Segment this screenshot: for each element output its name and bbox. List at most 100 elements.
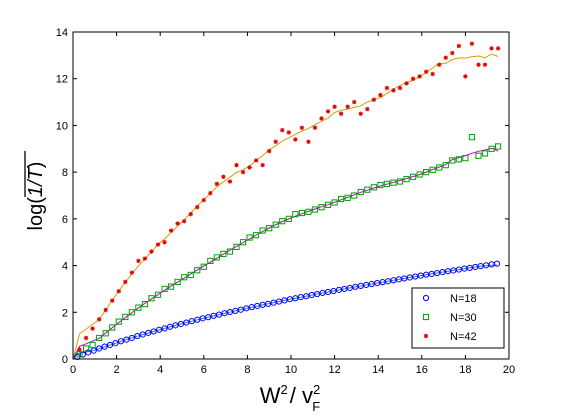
data-point-n30	[154, 291, 162, 298]
data-point-n18	[166, 323, 174, 330]
data-point-n30	[233, 243, 240, 250]
data-point-n18	[106, 341, 114, 349]
data-point-n42	[293, 137, 298, 142]
data-point-n30	[220, 250, 227, 257]
data-point-n42	[181, 218, 187, 224]
data-point-n18	[101, 343, 108, 350]
data-point-n30	[239, 239, 247, 246]
data-point-n30	[481, 150, 489, 157]
data-point-n30	[370, 184, 377, 191]
data-point-n42	[456, 43, 462, 49]
y-tick-label: 10	[56, 120, 68, 132]
svg-text:log(1/T): log(1/T)	[25, 162, 47, 231]
data-point-n30	[115, 318, 122, 325]
data-point-n30	[396, 178, 404, 185]
x-tick-label: 14	[372, 364, 384, 376]
data-point-n30	[305, 208, 312, 215]
data-point-n42	[168, 228, 174, 233]
data-point-n30	[200, 263, 207, 270]
fit-line-n18	[72, 264, 498, 360]
data-point-n42	[116, 289, 121, 294]
legend-marker-n18	[422, 294, 430, 302]
data-point-n30	[128, 309, 135, 316]
data-point-n42	[253, 158, 259, 163]
data-point-n42	[175, 221, 180, 226]
data-point-n30	[429, 166, 436, 173]
data-point-n30	[351, 192, 358, 199]
x-axis-label: W2/ v2 F	[260, 382, 320, 414]
data-point-n30	[416, 171, 423, 178]
data-point-n30	[187, 271, 194, 279]
data-point-n18	[128, 334, 135, 342]
data-point-n18	[183, 319, 190, 326]
data-point-n42	[123, 279, 128, 285]
data-point-n30	[455, 156, 462, 163]
x-tick-label: 16	[416, 364, 428, 376]
data-point-n42	[463, 74, 468, 79]
data-point-n30	[174, 278, 181, 286]
data-point-n30	[102, 330, 109, 337]
data-point-n42	[332, 104, 337, 109]
data-point-n42	[110, 298, 115, 303]
legend-label-n42: N=42	[450, 331, 477, 343]
data-point-n42	[267, 148, 272, 154]
data-point-n30	[462, 155, 469, 162]
data-point-n18	[194, 316, 201, 323]
data-point-n30	[168, 283, 175, 290]
data-point-n30	[311, 206, 319, 213]
data-point-n42	[430, 71, 435, 77]
data-point-n18	[134, 333, 141, 340]
data-point-n42	[286, 130, 292, 135]
fit-line-n30	[72, 147, 499, 360]
data-point-n18	[215, 311, 223, 318]
data-point-n42	[338, 111, 344, 116]
data-point-n30	[96, 334, 103, 342]
data-point-n42	[325, 109, 331, 114]
data-point-n18	[205, 314, 212, 321]
data-point-n30	[148, 295, 155, 302]
data-point-n30	[403, 176, 410, 183]
data-point-n30	[181, 274, 188, 281]
data-point-n30	[82, 345, 90, 352]
data-point-n42	[417, 74, 422, 79]
data-point-n42	[273, 139, 278, 144]
data-point-n30	[449, 157, 456, 164]
data-point-n30	[226, 248, 234, 255]
data-point-n42	[384, 85, 390, 91]
data-point-n30	[468, 134, 476, 141]
data-point-n30	[266, 225, 273, 232]
data-point-n30	[141, 301, 149, 308]
y-axis-label: log(1/T)	[24, 151, 47, 231]
x-tick-label: 2	[114, 364, 120, 376]
data-point-n42	[195, 204, 200, 210]
data-point-n42	[280, 127, 285, 133]
data-point-n42	[136, 258, 141, 264]
data-point-n42	[142, 256, 148, 261]
x-tick-label: 0	[70, 364, 76, 376]
data-point-n42	[378, 92, 383, 98]
data-point-n18	[188, 318, 195, 325]
data-point-n42	[201, 197, 206, 203]
legend-box	[411, 287, 505, 349]
y-tick-label: 12	[56, 74, 68, 86]
y-tick-label: 4	[62, 261, 68, 273]
data-point-n42	[96, 317, 102, 322]
data-point-n42	[469, 41, 475, 46]
data-point-n30	[246, 234, 253, 241]
data-point-n42	[299, 125, 305, 130]
data-point-n42	[234, 162, 239, 168]
data-point-n30	[364, 186, 371, 193]
data-point-n18	[112, 340, 119, 347]
data-point-n42	[90, 326, 95, 331]
data-point-n42	[365, 106, 370, 112]
data-point-n18	[139, 331, 146, 338]
data-point-n42	[162, 240, 167, 245]
data-point-n42	[410, 76, 416, 81]
data-point-n30	[495, 143, 502, 150]
data-point-n30	[298, 209, 305, 217]
data-point-n18	[493, 260, 501, 267]
data-point-n18	[161, 325, 168, 332]
data-point-n42	[397, 85, 403, 91]
data-point-n42	[129, 270, 135, 275]
data-point-n30	[344, 194, 351, 201]
